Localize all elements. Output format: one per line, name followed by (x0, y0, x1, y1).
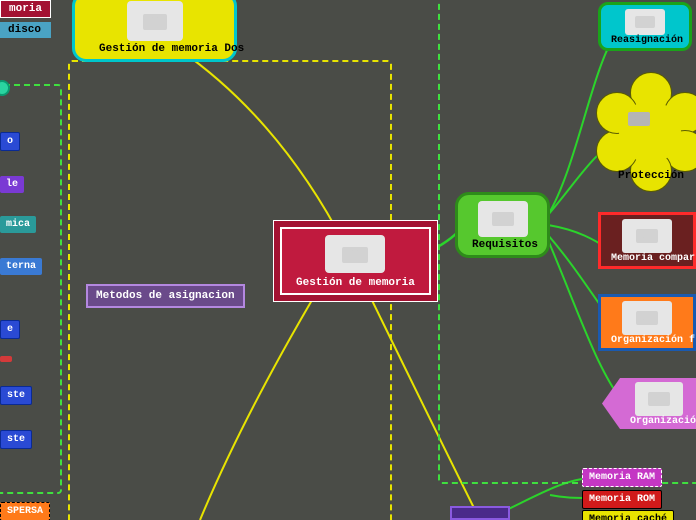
partial-top-left: moria disco (0, 0, 51, 38)
placeholder-icon (622, 301, 672, 335)
node-requisitos[interactable]: Requisitos (455, 192, 550, 258)
tag-ram[interactable]: Memoria RAM (582, 468, 662, 487)
placeholder-icon (478, 201, 528, 237)
left-partial-item[interactable]: terna (0, 258, 42, 275)
node-label: Memoria compar (611, 253, 683, 264)
placeholder-icon (325, 235, 385, 273)
node-partial-bottom[interactable] (450, 506, 510, 520)
placeholder-icon (635, 382, 683, 416)
left-partial-item[interactable]: le (0, 176, 24, 193)
placeholder-icon (625, 9, 665, 35)
node-metodos[interactable]: Metodos de asignacion (86, 284, 245, 308)
mindmap-canvas[interactable]: moria disco Gestión de memoria Dos Gesti… (0, 0, 696, 520)
left-partial-item[interactable]: o (0, 132, 20, 151)
node-organizacion-l[interactable]: Organizació (620, 378, 696, 429)
left-partial-item[interactable]: ste (0, 386, 32, 405)
node-center[interactable]: Gestión de memoria (273, 220, 438, 302)
node-label: Organización f (611, 335, 683, 346)
node-label: Gestión de memoria Dos (99, 43, 210, 55)
node-label: Gestión de memoria (296, 277, 415, 289)
left-partial-item[interactable]: mica (0, 216, 36, 233)
partial-label-1: moria (0, 0, 51, 18)
placeholder-icon (626, 110, 674, 144)
node-organizacion-f[interactable]: Organización f (598, 294, 696, 351)
node-reasignacion[interactable]: Reasignación (598, 2, 692, 51)
node-gestion-dos[interactable]: Gestión de memoria Dos (72, 0, 237, 62)
node-label: Organizació (630, 416, 688, 427)
left-partial-item[interactable]: e (0, 320, 20, 339)
node-label: Reasignación (611, 35, 679, 46)
left-partial-item[interactable]: ste (0, 430, 32, 449)
placeholder-icon (622, 219, 672, 253)
placeholder-icon (127, 1, 183, 41)
partial-label-2: disco (0, 22, 51, 38)
node-proteccion[interactable]: Protección (596, 78, 696, 188)
left-partial-item[interactable]: SPERSA (0, 502, 50, 520)
node-label: Protección (596, 170, 696, 182)
tag-cache[interactable]: Memoria caché (582, 510, 674, 520)
node-label: Requisitos (472, 239, 533, 251)
tag-rom[interactable]: Memoria ROM (582, 490, 662, 509)
left-partial-item[interactable] (0, 356, 12, 362)
node-memoria-compartida[interactable]: Memoria compar (598, 212, 696, 269)
